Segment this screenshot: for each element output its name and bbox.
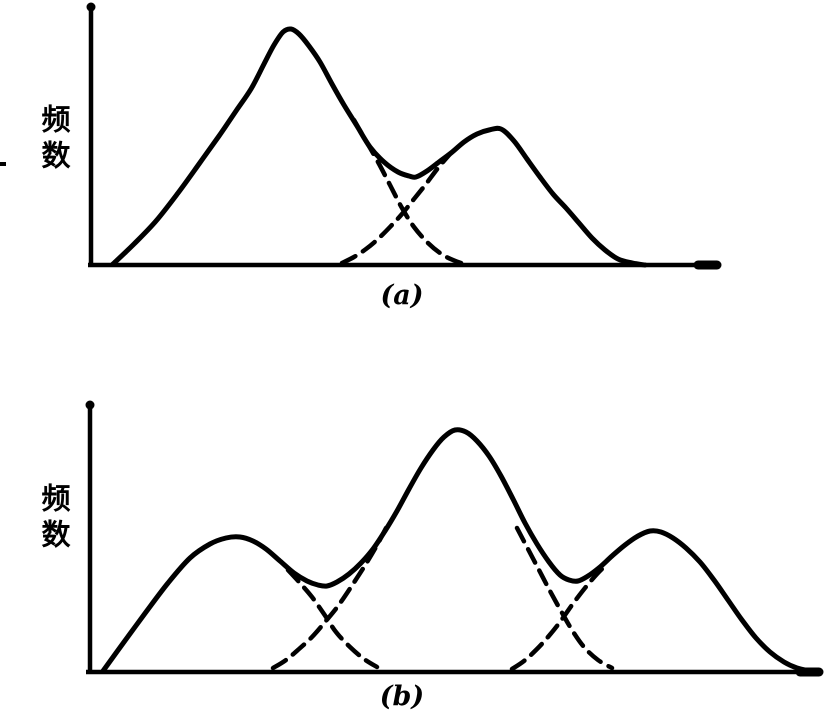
chart-a-component-1-right-tail-curve [351,117,469,267]
chart-b-y-axis-label: 频数 [37,483,71,555]
chart-a-observed-envelope-curve [110,26,648,268]
chart-b-component-2-left-flank-curve [270,525,389,671]
chart-b-y-axis-tip [85,400,95,410]
scan-speck [0,162,6,166]
chart-a-component-2-left-flank-curve [339,151,453,266]
chart-a-y-axis-label: 频数 [37,104,71,176]
chart-a [86,2,722,270]
chart-b-component-2-right-tail-curve [514,525,615,671]
chart-a-caption: (a) [380,280,424,311]
chart-b [85,400,824,677]
chart-b-caption: (b) [379,681,425,712]
chart-a-y-axis-tip [86,2,96,12]
chart-b-observed-envelope-curve [100,427,813,674]
chart-b-component-3-left-flank-curve [509,564,607,672]
